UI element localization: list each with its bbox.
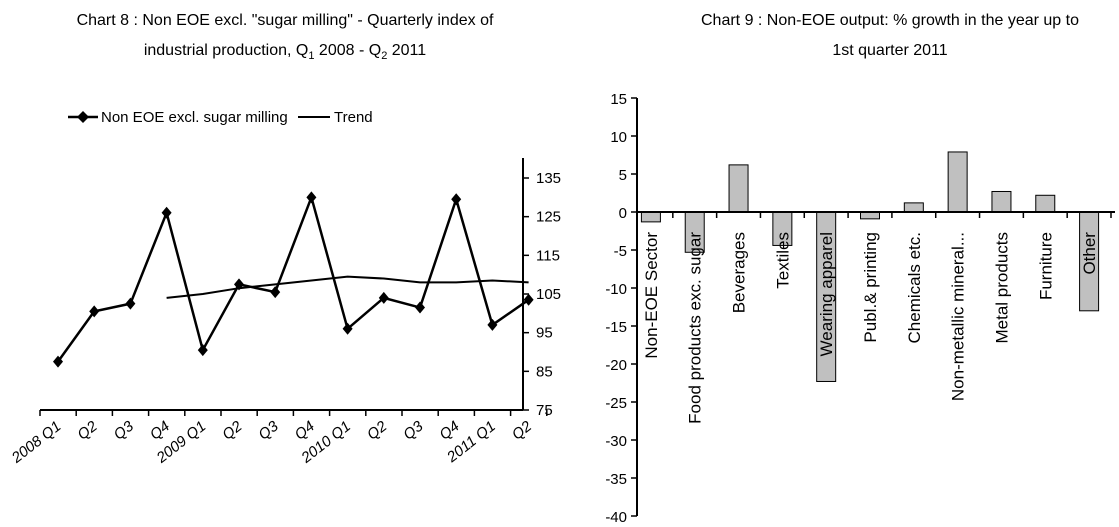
category-label: Wearing apparel: [817, 232, 836, 356]
x-tick-label: Q4: [436, 418, 462, 444]
y-tick-label: 135: [536, 170, 561, 187]
data-point-marker: [415, 301, 425, 314]
bar: [991, 190, 1012, 213]
legend-diamond-marker: [77, 111, 89, 123]
category-label: Non-metallic mineral...: [949, 232, 968, 401]
category-label: Textiles: [773, 232, 792, 289]
chart8-title-line1: Chart 8 : Non EOE excl. "sugar milling" …: [77, 12, 494, 29]
series-line-trend: [166, 275, 529, 299]
y-tick-label: -5: [614, 243, 627, 260]
x-tick-label: 2008 Q1: [8, 418, 65, 467]
category-label: Furniture: [1036, 232, 1055, 300]
y-tick-label: 125: [536, 209, 561, 226]
chart8-title-line2: industrial production, Q1 2008 - Q2 2011: [144, 42, 426, 62]
x-tick-label: Q2: [364, 417, 391, 443]
chart8-title-line2-suffix: 2011: [387, 42, 426, 59]
bar: [640, 211, 661, 223]
category-label: Metal products: [992, 232, 1011, 344]
x-tick-label: Q4: [292, 418, 318, 444]
legend-trend-label: Trend: [334, 109, 373, 126]
chart8-title-sub1: 1: [308, 50, 314, 62]
bar: [1035, 194, 1056, 213]
category-label: Non-EOE Sector: [642, 232, 661, 359]
data-point-marker: [125, 297, 136, 310]
y-tick-label: -30: [605, 433, 627, 450]
x-tick-label: Q2: [219, 417, 246, 443]
category-label: Publ.& printing: [861, 232, 880, 343]
data-point-marker: [487, 318, 498, 331]
chart8-title-line2-prefix: industrial production, Q: [144, 42, 309, 59]
y-tick-label: 0: [619, 205, 627, 222]
data-point-marker: [342, 322, 353, 335]
y-tick-label: -40: [605, 509, 627, 522]
category-label: Other: [1080, 232, 1099, 275]
bar: [860, 211, 880, 220]
y-tick-label: -15: [605, 319, 627, 336]
data-point-marker: [161, 206, 172, 219]
category-label: Food products exc. sugar: [686, 232, 705, 424]
y-tick-label: 5: [619, 167, 627, 184]
y-tick-label: 85: [536, 363, 553, 380]
data-point-marker: [89, 305, 100, 318]
bar: [728, 164, 749, 213]
chart8-title-sub2: 2: [381, 50, 387, 62]
chart9-plot: 15 10 5 0 -5 -10 -15 -20 -25 -30 -35 -40 Non-EOE Sec…: [605, 91, 1115, 526]
y-tick-label: -10: [605, 281, 627, 298]
bar: [903, 202, 924, 213]
bar: [947, 151, 968, 213]
category-label: Chemicals etc.: [905, 232, 924, 343]
y-tick-label: 15: [610, 91, 627, 108]
x-tick-label: Q2: [74, 417, 101, 443]
data-point-marker: [523, 293, 534, 306]
x-tick-label: Q3: [255, 417, 282, 443]
data-point-marker: [197, 344, 208, 357]
y-tick-label: 95: [536, 325, 553, 342]
chart9-title-line1: Chart 9 : Non-EOE output: % growth in th…: [701, 12, 1079, 29]
y-tick-label: -25: [605, 395, 627, 412]
x-tick-label: Q3: [111, 417, 138, 443]
data-point-marker: [451, 193, 462, 206]
chart8-legend: Non EOE excl. sugar milling Trend: [68, 109, 373, 126]
x-tick-label: Q2: [509, 417, 536, 443]
data-point-marker: [270, 286, 281, 299]
category-label: Beverages: [730, 232, 749, 313]
legend-series-label: Non EOE excl. sugar milling: [101, 109, 288, 126]
data-point-marker: [378, 291, 389, 304]
chart9-title-line2: 1st quarter 2011: [832, 42, 947, 59]
series-line-non-eoe: [56, 193, 530, 363]
chart8-title-line2-mid: 2008 - Q: [314, 42, 381, 59]
y-tick-label: 115: [536, 247, 560, 264]
data-point-marker: [306, 191, 317, 204]
data-point-marker: [53, 355, 63, 368]
y-tick-label: -20: [605, 357, 627, 374]
x-tick-label: Q3: [400, 417, 427, 443]
y-tick-label: 105: [536, 286, 561, 303]
x-tick-label: Q4: [147, 418, 173, 444]
y-tick-label: -35: [605, 471, 627, 488]
y-tick-label: 10: [610, 129, 627, 146]
y-tick-label: 75: [536, 402, 553, 419]
